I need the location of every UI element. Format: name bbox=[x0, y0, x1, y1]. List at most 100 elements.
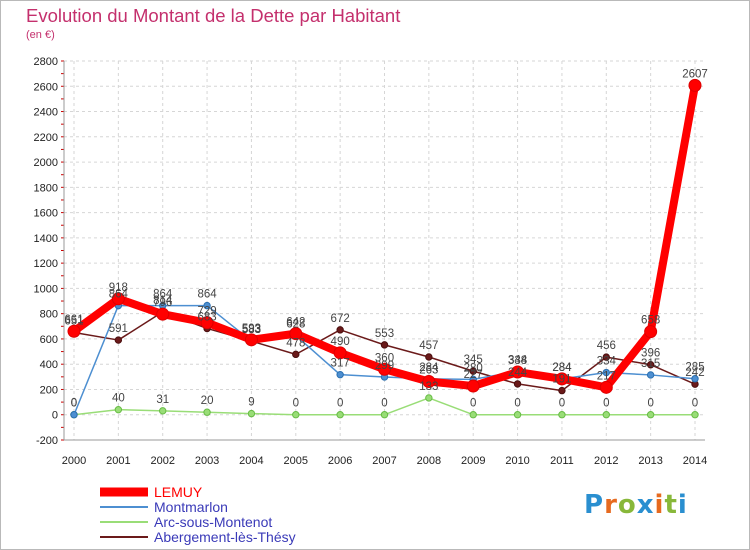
data-label: 284 bbox=[419, 362, 439, 374]
data-point bbox=[114, 405, 123, 414]
data-label: 0 bbox=[559, 398, 565, 410]
y-tick-label: 200 bbox=[40, 384, 58, 396]
chart-subtitle: (en €) bbox=[26, 29, 55, 41]
data-label: 0 bbox=[603, 398, 609, 410]
data-point bbox=[555, 372, 569, 386]
data-point bbox=[602, 368, 610, 377]
data-point bbox=[602, 353, 610, 361]
data-label: 20 bbox=[201, 395, 214, 407]
y-tick-label: 400 bbox=[40, 359, 58, 371]
data-point bbox=[599, 380, 613, 394]
data-point bbox=[114, 336, 123, 344]
data-label: 133 bbox=[419, 381, 438, 393]
data-point bbox=[156, 307, 170, 321]
data-point bbox=[111, 292, 125, 306]
y-tick-label: 600 bbox=[40, 334, 58, 346]
data-point bbox=[244, 333, 258, 347]
data-label: 661 bbox=[64, 314, 83, 326]
data-label: 242 bbox=[685, 367, 704, 379]
y-tick-label: 2400 bbox=[34, 107, 58, 119]
data-point bbox=[688, 78, 702, 92]
data-label: 217 bbox=[597, 370, 616, 382]
data-label: 0 bbox=[293, 398, 299, 410]
data-label: 672 bbox=[331, 313, 350, 325]
logo-letter: r bbox=[604, 490, 618, 520]
data-point bbox=[336, 411, 344, 419]
legend-label: LEMUY bbox=[154, 484, 203, 500]
data-label: 729 bbox=[197, 306, 216, 318]
x-tick-label: 2005 bbox=[284, 455, 308, 467]
data-label: 299 bbox=[375, 360, 394, 372]
legend: LEMUYMontmarlonArc-sous-MontenotAbergeme… bbox=[100, 484, 296, 545]
data-point bbox=[644, 325, 658, 339]
data-point bbox=[466, 379, 480, 393]
data-point bbox=[602, 411, 610, 419]
proxiti-logo: Proxiti bbox=[584, 490, 688, 520]
y-tick-label: 1400 bbox=[34, 233, 58, 245]
data-label: 683 bbox=[197, 311, 216, 323]
data-label: 0 bbox=[514, 398, 520, 410]
data-point bbox=[247, 409, 256, 418]
data-point bbox=[203, 301, 211, 310]
data-point bbox=[691, 411, 699, 419]
x-tick-label: 2002 bbox=[150, 455, 174, 467]
axes: -200020040060080010001200140016001800200… bbox=[34, 56, 708, 467]
data-label: 796 bbox=[153, 297, 172, 309]
data-point bbox=[425, 394, 433, 402]
data-label: 396 bbox=[641, 348, 660, 360]
data-label: 490 bbox=[331, 336, 350, 348]
data-point bbox=[336, 326, 344, 334]
data-label: 31 bbox=[156, 394, 169, 406]
logo-letter: x bbox=[636, 490, 655, 520]
data-point bbox=[513, 380, 522, 388]
data-label: 227 bbox=[464, 369, 483, 381]
data-point bbox=[203, 408, 211, 416]
data-point bbox=[425, 353, 433, 361]
data-label: 244 bbox=[508, 367, 528, 379]
data-point bbox=[558, 386, 566, 395]
x-tick-label: 2009 bbox=[461, 455, 485, 467]
data-label: 864 bbox=[109, 289, 129, 301]
data-point bbox=[646, 361, 655, 369]
x-tick-label: 2004 bbox=[239, 455, 263, 467]
data-label: 360 bbox=[375, 352, 394, 364]
data-point bbox=[558, 411, 566, 419]
logo-letter: P bbox=[584, 490, 605, 520]
legend-label: Abergement-lès-Thésy bbox=[154, 529, 296, 545]
data-label: 334 bbox=[597, 356, 617, 368]
data-label: 478 bbox=[286, 337, 305, 349]
x-tick-label: 2014 bbox=[683, 455, 707, 467]
logo-letter: i bbox=[677, 490, 688, 520]
data-label: 457 bbox=[419, 340, 438, 352]
data-point bbox=[159, 407, 167, 415]
data-point bbox=[646, 411, 655, 419]
data-label: 918 bbox=[109, 282, 128, 294]
y-tick-label: 2200 bbox=[34, 132, 58, 144]
logo-letter: i bbox=[654, 490, 665, 520]
data-point bbox=[646, 371, 655, 379]
data-label: 0 bbox=[381, 398, 387, 410]
data-point bbox=[67, 324, 81, 338]
x-tick-label: 2012 bbox=[594, 455, 618, 467]
data-label: 263 bbox=[419, 365, 438, 377]
x-tick-label: 2006 bbox=[328, 455, 352, 467]
data-label: 0 bbox=[647, 398, 653, 410]
data-label: 0 bbox=[337, 398, 343, 410]
data-label: 658 bbox=[641, 315, 660, 327]
data-label: 344 bbox=[508, 354, 528, 366]
data-label: 284 bbox=[552, 362, 572, 374]
data-point bbox=[378, 362, 391, 376]
data-label: 2607 bbox=[682, 68, 708, 80]
y-tick-label: -200 bbox=[36, 435, 58, 447]
logo-letter: t bbox=[664, 490, 678, 520]
y-tick-label: 800 bbox=[40, 309, 58, 321]
y-tick-label: 2600 bbox=[34, 81, 58, 93]
data-label: 553 bbox=[375, 328, 394, 340]
data-point bbox=[336, 370, 344, 379]
data-label: 628 bbox=[286, 318, 305, 330]
data-point bbox=[422, 375, 436, 389]
series-lines bbox=[67, 78, 702, 419]
data-label: 280 bbox=[464, 362, 483, 374]
x-tick-label: 2008 bbox=[417, 455, 441, 467]
